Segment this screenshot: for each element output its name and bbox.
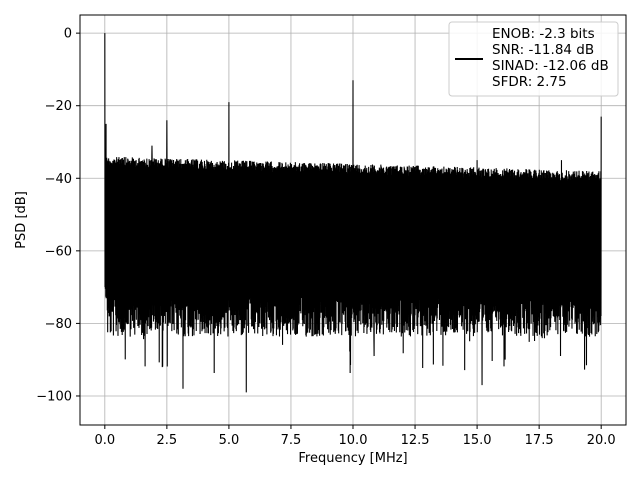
- y-axis: 0 −20 −40 −60 −80 −100: [36, 27, 80, 404]
- y-tick-label: −20: [45, 99, 72, 114]
- x-axis-label: Frequency [MHz]: [298, 451, 407, 466]
- x-tick-label: 2.5: [157, 433, 178, 448]
- legend-entry-sinad: SINAD: -12.06 dB: [492, 58, 609, 74]
- y-tick-label: −60: [45, 244, 72, 259]
- legend-entry-snr: SNR: -11.84 dB: [492, 42, 594, 58]
- y-tick-label: −100: [36, 389, 72, 404]
- x-tick-label: 7.5: [281, 433, 302, 448]
- x-tick-label: 17.5: [525, 433, 554, 448]
- legend-entry-sfdr: SFDR: 2.75: [492, 74, 567, 90]
- y-tick-label: −80: [45, 317, 72, 332]
- x-axis: 0.0 2.5 5.0 7.5 10.0 12.5 15.0 17.5 20.0: [94, 425, 616, 448]
- x-tick-label: 12.5: [401, 433, 430, 448]
- x-tick-label: 20.0: [587, 433, 616, 448]
- x-tick-label: 5.0: [219, 433, 240, 448]
- y-tick-label: 0: [64, 27, 72, 42]
- x-tick-label: 15.0: [463, 433, 492, 448]
- x-tick-label: 10.0: [339, 433, 368, 448]
- legend-entry-enob: ENOB: -2.3 bits: [492, 26, 595, 42]
- legend: ENOB: -2.3 bits SNR: -11.84 dB SINAD: -1…: [448, 21, 619, 97]
- x-tick-label: 0.0: [94, 433, 115, 448]
- y-axis-label: PSD [dB]: [14, 191, 29, 249]
- psd-series-line: [104, 33, 602, 393]
- plot-area: [104, 33, 602, 393]
- y-tick-label: −40: [45, 172, 72, 187]
- legend-box: [448, 21, 619, 97]
